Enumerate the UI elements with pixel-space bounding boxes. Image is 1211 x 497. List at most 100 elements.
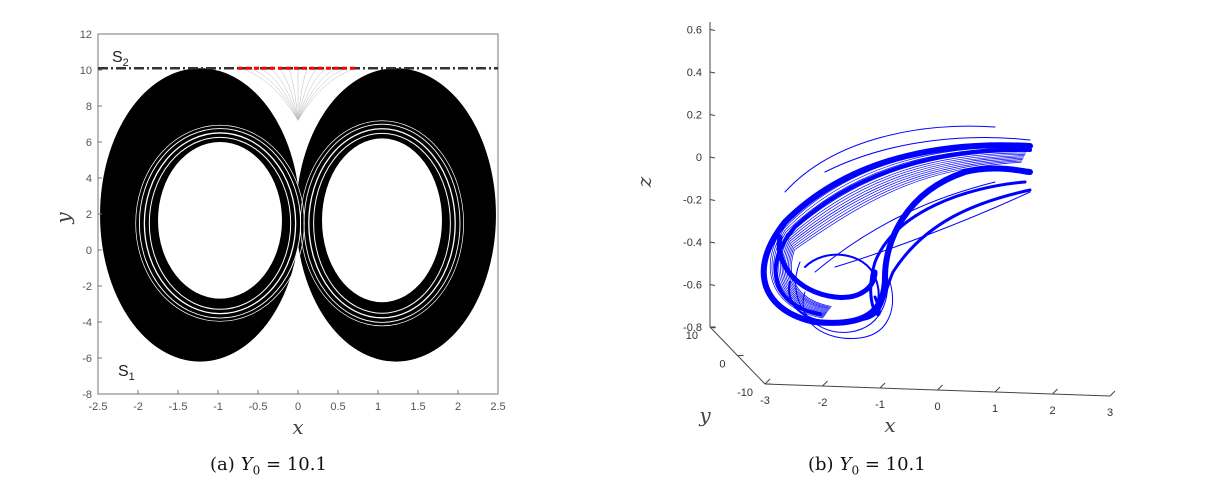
y-tick-label: -8: [82, 389, 92, 401]
y-tick-label: 10: [80, 65, 92, 77]
x-tick-label: -2: [133, 401, 143, 413]
y-tick-label: 0: [86, 245, 92, 257]
x-tick-label: 0: [295, 401, 301, 413]
x-tick-label: 3: [1107, 407, 1113, 419]
attractor-fine-strand: [786, 157, 1024, 310]
x-tick-mark: [764, 378, 771, 385]
attractor-strand: [869, 180, 1027, 317]
z-tick-label: -0.2: [683, 195, 702, 207]
z-tick-label: 0.2: [687, 110, 702, 122]
y-tick-label: 0: [719, 359, 725, 371]
ticks-b: -3 -2 -1 0 1 2 3-10010-0.8-0.6-0.4-0.200.20.40…: [683, 25, 1116, 419]
z-tick-label: 0: [696, 152, 702, 164]
attractor-strand: [788, 253, 880, 324]
fan-line: [288, 68, 299, 121]
x-tick-label: -1: [213, 401, 223, 413]
attractor-strand: [814, 181, 996, 273]
x-tick-mark: [994, 386, 1001, 393]
z-tick-mark: [709, 199, 716, 201]
y-tick-label: 6: [86, 137, 92, 149]
x-tick-label: -2: [818, 397, 828, 409]
attractor-fine-strand: [788, 159, 1023, 309]
attractor-fine-strand: [789, 160, 1023, 308]
y-tick-label: 2: [86, 209, 92, 221]
caption-b-sub: 0: [851, 463, 860, 478]
z-tick-mark: [709, 114, 716, 116]
caption-b-var: Y: [839, 454, 852, 475]
attractor-fine-strand: [781, 153, 1026, 313]
inner-hole-right-ring-1: [308, 128, 456, 319]
x-tick-label: -1: [875, 399, 885, 411]
caption-a-label: (a): [210, 454, 235, 475]
fan-line: [269, 67, 299, 121]
caption-b: (b) Y0 = 10.1: [808, 454, 926, 478]
attractor-fine-strand: [791, 161, 1022, 307]
z-tick-mark: [709, 284, 716, 286]
x-tick-label: 1: [992, 403, 998, 415]
fan-line: [278, 68, 299, 121]
x-tick-label: 0: [934, 401, 940, 413]
attractor-strand: [784, 125, 996, 193]
y-axis-label-b: y: [698, 403, 711, 427]
x-tick-label: -0.5: [249, 401, 268, 413]
z-axis-label-b: z: [635, 176, 656, 188]
fan-line: [249, 67, 299, 121]
fan-line: [297, 68, 308, 121]
fan-line: [297, 67, 337, 121]
attractor-fine-strand: [776, 149, 1028, 315]
x-tick-mark: [879, 382, 886, 389]
inner-hole-left-ring-1: [143, 132, 297, 315]
attractor-fine-strand: [773, 146, 1029, 317]
z-tick-mark: [709, 241, 716, 244]
attractor-strand: [834, 191, 1031, 268]
attractor-b: [760, 125, 1033, 340]
figure-b: -3 -2 -1 0 1 2 3-10010-0.8-0.6-0.4-0.200.20.40…: [635, 22, 1116, 437]
x-tick-label: -2.5: [89, 401, 108, 413]
figure-a: -2.5 -2 -1.5 -1 -0.5 0 0.5 1 1.5 2 2.5 -8 -6 -4 -2 0 2 4 6…: [51, 29, 506, 439]
y-tick-label: 4: [86, 173, 92, 185]
y-tick-label: -10: [737, 387, 753, 399]
inner-hole-right-ring-3: [300, 120, 464, 327]
z-tick-mark: [709, 29, 716, 31]
attractor-fine-strand: [783, 155, 1025, 312]
x-axis-label-a: x: [292, 415, 303, 439]
y-tick-label: 12: [80, 29, 92, 41]
x-tick-label: 1.5: [410, 401, 425, 413]
x-tick-label: 2.5: [490, 401, 505, 413]
inner-hole-left: [158, 142, 282, 299]
x-tick-mark: [937, 384, 943, 391]
region-label-s1: S1: [118, 363, 135, 383]
x-tick-label: 2: [1049, 405, 1055, 417]
y-tick-label: -6: [82, 353, 92, 365]
attractor-fine-strand: [769, 143, 1031, 319]
y-tick-label: -4: [82, 317, 92, 329]
ticks-a: -2.5 -2 -1.5 -1 -0.5 0 0.5 1 1.5 2 2.5 -8 -6 -4 -2 0 2 4 6…: [80, 29, 506, 413]
attractor-fine-strand: [771, 145, 1030, 318]
z-tick-label: 0.4: [687, 67, 702, 79]
fan-line: [297, 67, 356, 121]
z-tick-label: -0.6: [683, 280, 702, 292]
region-label-s2: S2: [112, 49, 129, 69]
attractor-strand: [824, 137, 1031, 173]
fan-line: [240, 67, 299, 121]
attractor-fine-strand: [784, 156, 1025, 311]
z-tick-mark: [709, 71, 716, 74]
attractor-strand: [802, 281, 893, 340]
x-tick-mark: [1052, 388, 1058, 395]
y-tick-label: 8: [86, 101, 92, 113]
inner-hole-right-ring-0: [313, 132, 451, 314]
fan-line: [297, 67, 347, 121]
x-tick-label: 2: [455, 401, 461, 413]
caption-b-label: (b): [808, 454, 834, 475]
z-tick-mark: [709, 326, 716, 329]
inner-hole-right: [322, 138, 442, 303]
fan-line: [297, 67, 327, 121]
y-axis-label-a: y: [51, 212, 75, 225]
fan-line: [297, 68, 318, 121]
x-axis-label-b: x: [884, 413, 895, 437]
attractor-fine-strand: [780, 152, 1027, 314]
z-tick-label: -0.4: [683, 237, 702, 249]
inner-hole-right-ring-2: [303, 123, 461, 323]
x-tick-label: 1: [375, 401, 381, 413]
z-tick-label: 0.6: [687, 25, 702, 37]
